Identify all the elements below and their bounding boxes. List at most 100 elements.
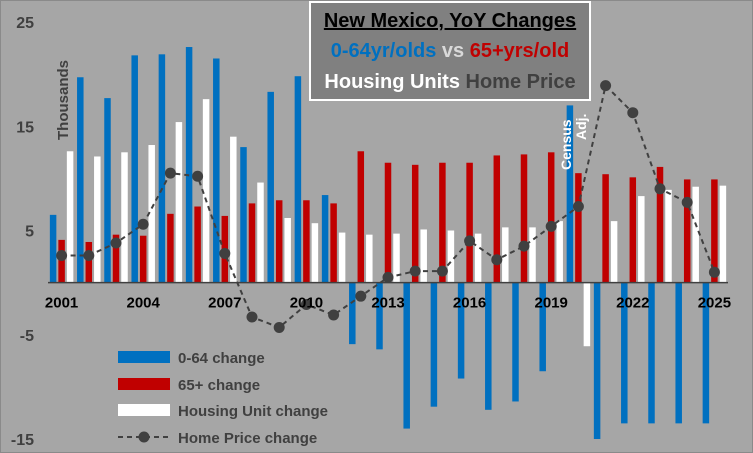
bar-age-65-plus-2009 (275, 200, 283, 283)
title-segment-65-plus: 65+yrs/old (470, 40, 570, 62)
bar-age-0-64-2019 (539, 282, 546, 372)
bar-age-0-64-2005 (158, 54, 166, 283)
bar-age-0-64-2006 (185, 47, 193, 283)
legend: 0-64 change 65+ change Housing Unit change… (118, 350, 328, 447)
bar-age-65-plus-2015 (439, 162, 446, 283)
bar-age-65-plus-2024 (683, 179, 691, 283)
bar-age-0-64-2016 (457, 282, 465, 379)
title-segment-housing: Housing Units (324, 71, 460, 93)
legend-label-home-price: Home Price change (178, 430, 317, 447)
home-price-point-2024 (681, 196, 693, 208)
home-price-point-2018 (518, 240, 530, 252)
bar-housing-2019 (556, 221, 563, 283)
bar-housing-2009 (284, 217, 291, 283)
y-tick-label: -5 (20, 328, 34, 345)
bar-age-65-plus-2025 (711, 179, 718, 283)
home-price-point-2021 (600, 80, 612, 92)
x-tick-label: 2010 (290, 295, 323, 312)
bar-age-65-plus-2004 (139, 235, 147, 283)
title-line-3: Housing Units Home Price (324, 71, 575, 93)
bar-age-65-plus-2011 (330, 203, 337, 283)
bar-age-0-64-2013 (376, 282, 383, 350)
legend-label-housing: Housing Unit change (178, 403, 328, 420)
bar-age-0-64-2014 (403, 282, 410, 429)
home-price-point-2012 (355, 290, 367, 302)
legend-swatch-age-65-plus (118, 378, 170, 390)
title-line-2: 0-64yr/olds vs 65+yrs/old (331, 40, 569, 62)
bar-age-0-64-2011 (321, 195, 329, 283)
bar-age-65-plus-2001 (58, 239, 65, 283)
y-tick-label: -15 (11, 432, 34, 449)
legend-swatch-housing (118, 404, 170, 416)
line-layer (56, 80, 720, 333)
home-price-point-2009 (273, 321, 285, 333)
bar-age-0-64-2008 (240, 147, 247, 283)
bar-housing-2013 (393, 233, 400, 283)
home-price-point-2011 (328, 309, 340, 321)
title-box-frame (309, 1, 591, 101)
bar-housing-2020 (583, 282, 591, 347)
x-tick-labels: 2001 2004 2007 2010 2013 2016 2019 2022 2025 (45, 295, 731, 312)
x-tick-label: 2013 (371, 295, 404, 312)
home-price-point-2001 (56, 250, 68, 262)
home-price-point-2004 (137, 218, 149, 230)
bar-housing-2008 (257, 182, 264, 283)
bar-housing-2011 (338, 232, 346, 283)
bar-housing-2006 (202, 99, 210, 283)
y-axis-label: Thousands (55, 60, 72, 140)
bar-age-0-64-2001 (49, 214, 57, 283)
bar-housing-2018 (529, 227, 536, 283)
home-price-point-2003 (110, 237, 122, 249)
bar-age-0-64-2004 (131, 55, 138, 283)
bar-age-65-plus-2023 (656, 166, 664, 283)
bar-age-65-plus-2006 (194, 206, 201, 283)
bar-housing-2005 (175, 122, 183, 283)
bars-layer (49, 47, 727, 440)
home-price-point-2019 (545, 220, 557, 232)
bar-housing-2004 (148, 145, 155, 283)
x-tick-label: 2007 (208, 295, 241, 312)
census-annotation: Census (558, 119, 574, 170)
bar-housing-2002 (94, 156, 101, 283)
bar-age-0-64-2012 (349, 282, 356, 345)
bar-age-65-plus-2005 (167, 213, 174, 283)
bar-age-0-64-2007 (213, 58, 220, 283)
bar-age-65-plus-2019 (547, 152, 555, 283)
bar-age-65-plus-2020 (575, 173, 582, 283)
x-tick-label: 2004 (127, 295, 161, 312)
title-segment-home-price: Home Price (460, 71, 576, 93)
bar-age-65-plus-2008 (248, 203, 256, 283)
bar-age-0-64-2025 (702, 282, 710, 424)
bar-age-65-plus-2021 (602, 174, 609, 283)
bar-age-65-plus-2014 (411, 164, 419, 283)
bar-age-65-plus-2003 (112, 234, 120, 283)
bar-housing-2025 (719, 185, 727, 283)
home-price-point-2013 (382, 271, 394, 283)
title-segment-vs: vs (436, 40, 469, 62)
bar-age-0-64-2017 (485, 282, 492, 410)
bar-age-0-64-2024 (675, 282, 682, 424)
bar-housing-2007 (230, 136, 237, 283)
legend-swatch-age-0-64 (118, 351, 170, 363)
x-tick-label: 2001 (45, 295, 78, 312)
bar-housing-2001 (66, 151, 74, 283)
home-price-point-2010 (300, 299, 312, 311)
title-line-1: New Mexico, YoY Changes (324, 10, 576, 32)
bar-age-65-plus-2016 (466, 162, 473, 283)
bar-housing-2024 (692, 186, 699, 283)
home-price-point-2002 (83, 250, 95, 262)
bar-housing-2003 (121, 152, 128, 283)
home-price-point-2015 (436, 265, 448, 277)
y-tick-label: 15 (16, 119, 34, 136)
bar-housing-2016 (474, 233, 482, 283)
home-price-point-2017 (491, 254, 503, 266)
bar-age-65-plus-2012 (357, 151, 365, 283)
x-tick-label: 2019 (535, 295, 568, 312)
bar-age-0-64-2002 (77, 77, 84, 283)
bar-age-0-64-2020 (566, 105, 574, 283)
home-price-point-2007 (219, 247, 231, 259)
bar-age-65-plus-2017 (493, 155, 501, 283)
legend-label-age-65-plus: 65+ change (178, 377, 260, 394)
bar-age-65-plus-2010 (303, 200, 310, 283)
bar-age-65-plus-2002 (85, 241, 93, 283)
